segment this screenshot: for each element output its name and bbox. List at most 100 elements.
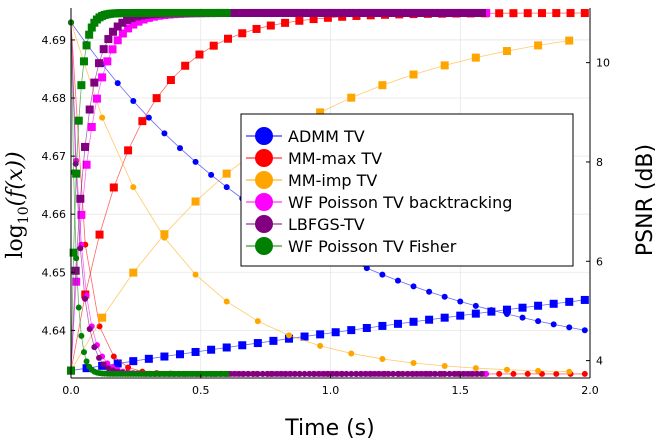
psnr-point (113, 36, 122, 45)
objective-point (357, 370, 364, 377)
psnr-point (123, 16, 132, 25)
objective-point (317, 342, 324, 349)
psnr-point (124, 24, 133, 33)
objective-point (553, 370, 560, 377)
psnr-point (523, 9, 532, 18)
objective-point (566, 324, 573, 331)
psnr-point (534, 41, 543, 50)
objective-point (441, 293, 448, 300)
objective-point (83, 358, 90, 365)
psnr-point (351, 8, 360, 17)
objective-point (451, 370, 458, 377)
legend-marker (255, 171, 273, 189)
objective-point (524, 370, 531, 377)
objective-point (550, 321, 557, 328)
psnr-point (191, 197, 200, 206)
psnr-point (468, 8, 477, 17)
psnr-point (440, 313, 449, 322)
objective-point (465, 370, 472, 377)
psnr-point (160, 352, 169, 361)
psnr-point (537, 9, 546, 18)
psnr-point (417, 8, 426, 17)
psnr-point (316, 330, 325, 339)
psnr-point (272, 8, 281, 17)
objective-point (254, 370, 261, 377)
objective-point (285, 332, 292, 339)
objective-point (324, 370, 331, 377)
psnr-point (356, 8, 365, 17)
objective-point (125, 364, 132, 371)
objective-point (223, 370, 230, 377)
objective-point (581, 327, 588, 334)
x-tick-label: 0.0 (62, 384, 80, 397)
psnr-point (291, 8, 300, 17)
y-axis-right-label: PSNR (dB) (633, 144, 658, 256)
objective-point (519, 314, 526, 321)
legend-marker (255, 149, 273, 167)
psnr-point (300, 8, 309, 17)
psnr-point (87, 23, 96, 32)
objective-point (278, 370, 285, 377)
psnr-point (235, 8, 244, 17)
objective-point (441, 370, 448, 377)
series-layer (67, 8, 589, 377)
objective-point (334, 370, 341, 377)
objective-point (99, 114, 106, 121)
psnr-point (347, 326, 356, 335)
psnr-point (426, 8, 435, 17)
y-right-tick-label: 6 (596, 255, 603, 268)
y-axis-left-label: log10(f(x)) (3, 151, 32, 258)
psnr-point (323, 8, 332, 17)
psnr-point (440, 61, 449, 70)
objective-point (366, 370, 373, 377)
y-right-tick-label: 4 (596, 355, 603, 368)
ylabel-arg: (f(x)) (3, 151, 28, 206)
legend-label: MM-imp TV (288, 171, 377, 190)
psnr-point (323, 13, 332, 22)
psnr-point (181, 61, 190, 70)
objective-point (268, 370, 275, 377)
objective-point (510, 370, 517, 377)
objective-point (380, 370, 387, 377)
psnr-point (85, 105, 94, 114)
objective-point (223, 184, 230, 191)
objective-point (110, 353, 117, 360)
psnr-point (129, 20, 138, 29)
objective-point (192, 271, 199, 278)
objective-point (371, 370, 378, 377)
psnr-point (207, 345, 216, 354)
psnr-point (473, 8, 482, 17)
objective-point (208, 171, 215, 178)
legend-marker (255, 127, 273, 145)
psnr-point (253, 8, 262, 17)
psnr-point (71, 266, 80, 275)
psnr-point (209, 41, 218, 50)
objective-point (394, 277, 401, 284)
psnr-point (118, 29, 127, 38)
psnr-point (566, 9, 575, 18)
objective-point (483, 370, 490, 377)
objective-point (96, 354, 103, 361)
psnr-point (87, 123, 96, 132)
objective-point (287, 370, 294, 377)
objective-point (363, 265, 370, 272)
psnr-point (580, 295, 589, 304)
objective-point (73, 255, 80, 262)
psnr-point (393, 319, 402, 328)
psnr-point (393, 8, 402, 17)
psnr-point (98, 73, 107, 82)
objective-point (282, 370, 289, 377)
psnr-point (266, 21, 275, 30)
psnr-point (160, 230, 169, 239)
psnr-point (487, 307, 496, 316)
objective-point (192, 158, 199, 165)
psnr-point (445, 8, 454, 17)
psnr-point (258, 8, 267, 17)
x-axis-label: Time (s) (284, 416, 374, 441)
psnr-point (284, 334, 293, 343)
objective-point (82, 295, 89, 302)
psnr-point (331, 328, 340, 337)
legend-marker (255, 237, 273, 255)
psnr-line (70, 299, 585, 371)
